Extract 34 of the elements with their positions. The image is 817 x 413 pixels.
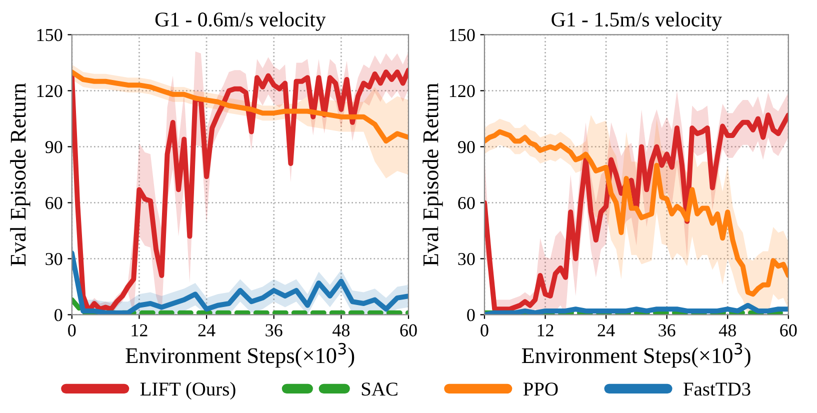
- x-tick-label: 36: [658, 324, 676, 336]
- legend-label: SAC: [362, 382, 398, 396]
- x-tick-label: 60: [780, 324, 797, 336]
- y-tick-label: 120: [37, 84, 62, 98]
- y-tick-label: 30: [46, 252, 62, 266]
- y-tick-label: 60: [458, 196, 475, 210]
- x-tick-label: 48: [718, 324, 736, 336]
- x-tick-label: 0: [68, 324, 76, 336]
- y-tick-label: 90: [458, 140, 475, 154]
- y-tick-label: 90: [45, 140, 62, 154]
- legend-label: LIFT (Ours): [140, 382, 236, 400]
- y-axis-title: Eval Episode Return: [10, 83, 30, 266]
- x-tick-label: 24: [198, 324, 216, 336]
- x-tick-label: 60: [400, 324, 417, 336]
- x-tick-label: 0: [480, 324, 488, 336]
- x-tick-label: 48: [332, 324, 350, 336]
- x-tick-label: 36: [266, 324, 282, 336]
- y-tick-label: 0: [467, 308, 475, 322]
- y-tick-label: 120: [450, 84, 475, 98]
- x-tick-label: 12: [132, 324, 148, 336]
- legend-label: FastTD3: [684, 382, 750, 396]
- x-axis-title: Environment Steps(×10$^{3}$): [522, 342, 750, 368]
- x-axis-title: Environment Steps(×10$^{3}$): [126, 342, 354, 368]
- legend-label: PPO: [523, 382, 558, 396]
- x-tick-label: 24: [598, 324, 615, 336]
- y-tick-label: 0: [54, 308, 62, 322]
- y-tick-label: 60: [46, 196, 62, 210]
- y-tick-label: 150: [37, 28, 62, 42]
- y-tick-label: 150: [450, 28, 475, 42]
- chart-title: G1 - 1.5m/s velocity: [552, 12, 722, 31]
- y-axis-title: Eval Episode Return: [422, 83, 443, 266]
- x-tick-label: 12: [538, 324, 554, 336]
- chart-title: G1 - 0.6m/s velocity: [155, 12, 326, 31]
- y-tick-label: 30: [458, 252, 475, 266]
